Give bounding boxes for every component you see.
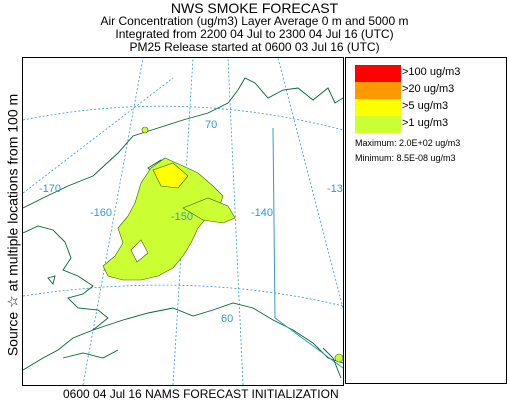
lat-line-70 [23,105,343,131]
lon-label-150: -150 [171,211,193,223]
concentration-legend: >100 ug/m3 >20 ug/m3 >5 ug/m3 >1 ug/m3 M… [345,57,507,384]
legend-row: >100 ug/m3 [355,65,505,82]
lon-line-150 [172,58,194,385]
minimum-value: Minimum: 8.5E-08 ug/m3 [355,153,456,163]
integration-period: Integrated from 2200 04 Jul to 2300 04 J… [115,27,394,41]
plume-hole [130,239,149,263]
lon-line-170 [23,77,174,194]
maximum-value: Maximum: 2.0E+02 ug/m3 [355,138,461,148]
plume-spot [141,126,149,134]
concentration-subtitle: Air Concentration (ug/m3) Layer Average … [100,14,409,28]
release-info: PM25 Release started at 0600 03 Jul 16 (… [129,40,380,54]
legend-label: >5 ug/m3 [402,100,449,112]
legend-label: >20 ug/m3 [402,83,455,95]
graticule [23,58,343,385]
lon-line-140 [227,58,244,385]
source-label-text: Source ☆ at multiple locations from 100 … [4,93,21,357]
lat-label-70: 70 [205,119,217,131]
legend-swatch [355,99,401,116]
smoke-plume [102,126,343,363]
lon-label-170: -170 [39,183,61,195]
lon-label-140: -140 [251,207,273,219]
lon-label-160: -160 [90,207,112,219]
plume-east [182,197,236,224]
lon-line-130 [277,58,343,309]
legend-swatch [355,116,401,133]
legend-swatch [355,82,401,99]
legend-row: >20 ug/m3 [355,82,505,99]
lon-label-130: -130 [327,183,343,195]
forecast-title: NWS SMOKE FORECAST [170,0,339,16]
legend-swatch [355,65,401,82]
lat-line-60 [23,284,343,307]
map-canvas: -170 -160 -150 -140 -130 70 60 [23,58,343,385]
lon-line-160 [82,58,144,385]
plume-core [152,162,189,189]
legend-label: >100 ug/m3 [402,66,461,78]
smoke-map: -170 -160 -150 -140 -130 70 60 [22,57,344,386]
legend-label: >1 ug/m3 [402,117,449,129]
legend-row: >1 ug/m3 [355,116,505,133]
lat-label-60: 60 [221,313,233,325]
legend-row: >5 ug/m3 [355,99,505,116]
plume-spot [334,353,343,363]
initialization-footer: 0600 04 Jul 16 NAMS FORECAST INITIALIZAT… [63,387,339,401]
